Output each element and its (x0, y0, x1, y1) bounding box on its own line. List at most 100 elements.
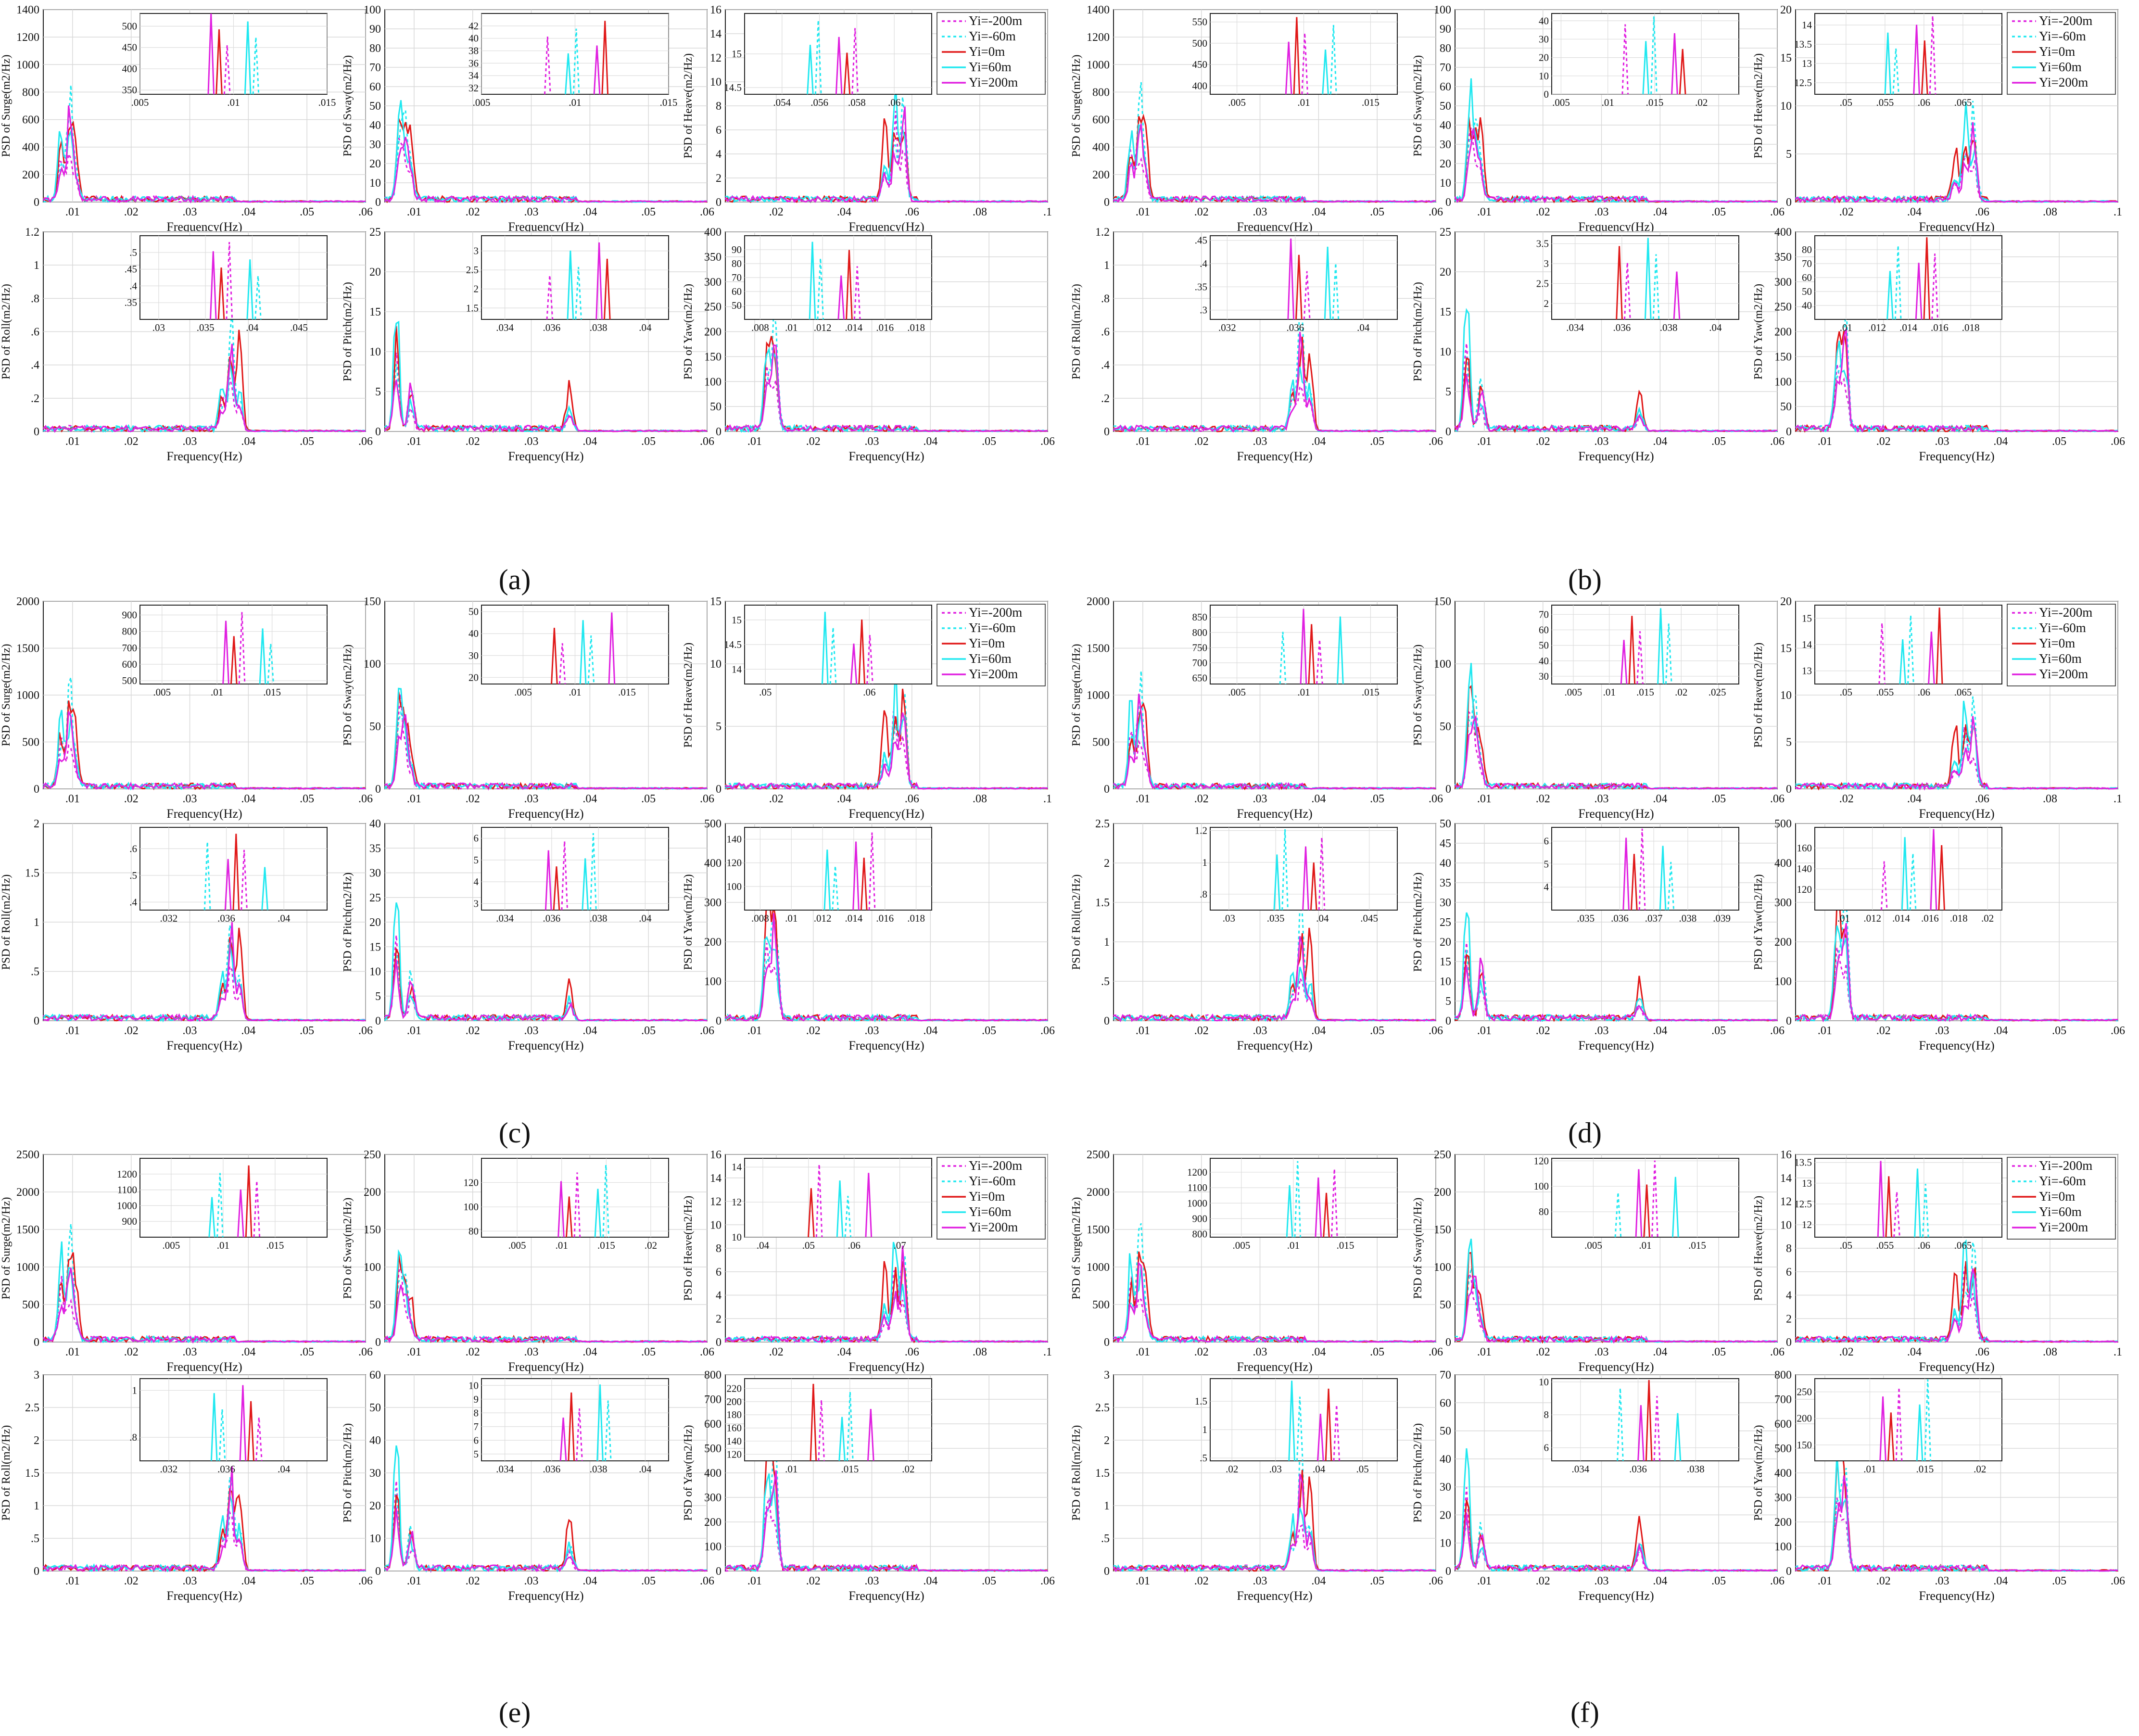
inset-y-tick-label: 2.5 (1536, 278, 1549, 289)
inset-series-line (253, 1180, 261, 1238)
inset-frame (1210, 235, 1398, 320)
inset-x-tick-label: .01 (1840, 322, 1852, 333)
series-line (384, 935, 708, 1023)
inset-y-tick-label: 14.5 (724, 639, 742, 650)
inset-x-tick-label: .032 (160, 1463, 177, 1475)
inset: .034 .036 .038 .04 3 4 5 6 (474, 827, 669, 924)
y-tick-label: 1 (34, 916, 39, 929)
y-tick-label: 0 (716, 1565, 721, 1578)
y-tick-label: 300 (1774, 276, 1792, 289)
inset-y-tick-label: 8 (474, 1407, 479, 1419)
y-tick-label: 700 (1774, 1394, 1792, 1406)
subplot-psdofpitchmhz: .01.02.03.04.05.060510152025303540Freque… (342, 818, 714, 1052)
y-tick-label: 150 (364, 596, 381, 608)
y-tick-label: 15 (1440, 306, 1451, 318)
x-tick-label: .06 (358, 206, 373, 218)
y-tick-label: 4 (1786, 1290, 1792, 1302)
inset-series-line (576, 1408, 583, 1461)
inset-frame (481, 235, 669, 320)
x-tick-label: .01 (747, 435, 762, 448)
x-tick-label: .05 (1370, 1575, 1384, 1587)
inset-y-tick-label: 1200 (117, 1168, 137, 1180)
y-tick-label: 2.5 (25, 1402, 39, 1414)
x-tick-label: .01 (747, 1025, 762, 1037)
y-tick-label: 25 (1440, 916, 1451, 929)
inset-series-line (1302, 846, 1309, 911)
y-tick-label: 35 (369, 842, 381, 855)
y-tick-label: 0 (34, 1336, 39, 1349)
inset-series-line (230, 636, 238, 684)
inset-y-tick-label: 600 (122, 659, 138, 670)
inset-series-line (1650, 16, 1658, 95)
y-tick-label: 1.2 (1095, 226, 1110, 239)
inset-y-tick-label: .45 (125, 264, 137, 275)
legend-label: Yi=60m (969, 651, 1012, 666)
y-tick-label: 50 (369, 721, 381, 733)
inset-series-line (1923, 237, 1931, 320)
y-tick-label: 500 (1774, 1443, 1792, 1455)
inset-y-tick-label: 10 (468, 1380, 479, 1391)
inset-y-tick-label: 13.5 (1794, 38, 1812, 50)
y-tick-label: 0 (716, 426, 721, 438)
y-tick-label: 0 (34, 783, 39, 796)
x-axis-label: Frequency(Hz) (508, 1589, 583, 1603)
y-tick-label: 0 (1786, 196, 1792, 209)
inset-x-tick-label: .005 (1552, 97, 1570, 108)
inset-y-tick-label: 1.5 (1195, 1395, 1207, 1407)
inset-y-tick-label: 80 (1539, 1206, 1549, 1217)
inset-y-tick-label: 90 (732, 244, 742, 255)
inset-series-line (1295, 254, 1303, 320)
legend-label: Yi=60m (969, 1204, 1012, 1219)
y-tick-label: .8 (1101, 292, 1110, 305)
inset-x-tick-label: .02 (1695, 97, 1708, 108)
y-tick-label: 100 (704, 976, 721, 988)
y-tick-label: 500 (704, 1443, 721, 1455)
inset-x-tick-label: .038 (590, 322, 608, 333)
y-tick-label: 500 (22, 736, 39, 749)
inset: .01 .015 .02 150 200 250 (1797, 1378, 2002, 1475)
inset-series-line (1635, 1169, 1643, 1238)
inset-series-line (807, 45, 814, 95)
inset-y-tick-label: 14 (732, 1161, 742, 1173)
inset-x-tick-label: .055 (1876, 97, 1894, 108)
y-axis-label: PSD of Pitch(m2/Hz) (1412, 873, 1424, 972)
y-tick-label: 1.2 (25, 226, 39, 239)
y-tick-label: 150 (1434, 596, 1451, 608)
inset-series-line (1287, 238, 1295, 320)
inset: .032 .036 .04 .3 .35 .4 .45 (1195, 235, 1398, 333)
inset-y-tick-label: 80 (468, 1225, 479, 1237)
inset-series-line (1659, 846, 1667, 911)
inset-x-tick-label: .015 (618, 686, 636, 698)
inset-y-tick-label: 70 (732, 272, 742, 283)
inset-series-line (1653, 1396, 1661, 1461)
y-tick-label: 15 (1780, 52, 1792, 64)
inset-x-tick-label: .005 (473, 97, 491, 108)
y-tick-label: 600 (22, 114, 39, 127)
y-tick-label: 20 (369, 916, 381, 929)
inset-y-tick-label: 10 (1539, 70, 1549, 82)
y-tick-label: 25 (369, 226, 381, 239)
legend-box (2007, 604, 2116, 686)
inset-series-line (1333, 1405, 1341, 1461)
y-tick-label: 1400 (1087, 4, 1110, 16)
x-tick-label: .02 (769, 206, 784, 218)
inset: .034 .036 .038 .04 1.5 2 2.5 3 (466, 235, 669, 333)
x-tick-label: .08 (2043, 793, 2057, 805)
inset-x-tick-label: .036 (543, 912, 561, 924)
y-axis-label: PSD of Yaw(m2/Hz) (682, 874, 695, 970)
x-tick-label: .02 (1536, 435, 1550, 448)
x-tick-label: .06 (358, 1346, 373, 1358)
x-tick-label: .06 (1040, 1025, 1055, 1037)
inset-x-tick-label: .045 (1360, 912, 1378, 924)
inset-y-tick-label: 12 (732, 1196, 742, 1208)
inset-x-tick-label: .035 (1267, 912, 1285, 924)
x-tick-label: .03 (1253, 1025, 1267, 1037)
inset-series-line (553, 866, 560, 911)
inset: .032 .036 .04 .8 1 (129, 1378, 328, 1475)
x-tick-label: .02 (806, 435, 821, 448)
x-tick-label: .06 (358, 793, 373, 805)
y-tick-label: 2 (34, 818, 39, 830)
x-axis-label: Frequency(Hz) (1578, 1360, 1654, 1374)
inset-y-tick-label: 12.5 (1794, 1198, 1812, 1210)
